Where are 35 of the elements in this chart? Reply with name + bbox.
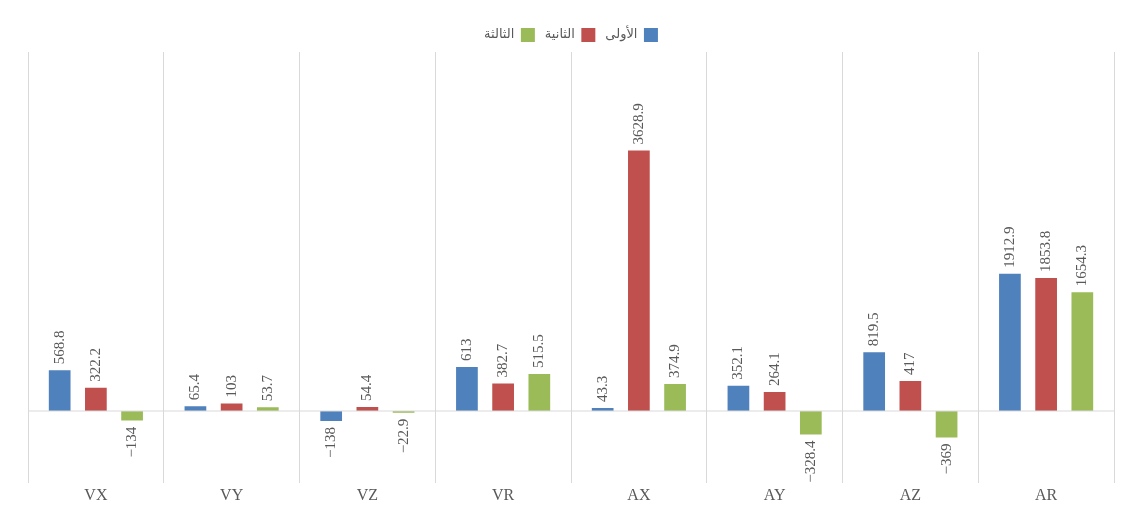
x-tick-label: VY — [220, 485, 244, 503]
x-tick-label: AZ — [899, 485, 922, 503]
data-label: 43.3 — [593, 375, 610, 402]
data-label: −328.4 — [801, 440, 818, 483]
x-tick-label: VZ — [356, 485, 379, 503]
data-label: 53.7 — [258, 374, 275, 402]
data-label: 819.5 — [865, 312, 882, 347]
legend-label: الأولى — [605, 25, 638, 43]
data-label: 103 — [222, 375, 239, 398]
data-label: 1912.9 — [1000, 226, 1017, 268]
data-label: −22.9 — [394, 418, 411, 454]
data-label: 322.2 — [86, 348, 103, 382]
data-label: 1654.3 — [1073, 244, 1090, 287]
data-label: 382.7 — [494, 343, 511, 378]
data-label: −134 — [123, 426, 140, 458]
data-label: 613 — [457, 338, 474, 361]
data-label: 568.8 — [50, 330, 67, 365]
x-tick-label: AY — [763, 485, 786, 503]
data-label: 417 — [901, 352, 918, 376]
data-label: −138 — [322, 426, 339, 458]
data-label: −369 — [937, 443, 954, 475]
x-tick-label: VX — [84, 485, 108, 503]
data-label: 515.5 — [530, 334, 547, 368]
data-label: 65.4 — [186, 373, 203, 401]
data-label: 352.1 — [729, 345, 746, 380]
x-tick-label: AR — [1035, 485, 1058, 503]
x-tick-label: VR — [492, 485, 515, 503]
data-label: 264.1 — [765, 352, 782, 387]
x-tick-label: AX — [627, 485, 651, 503]
data-label: 1853.8 — [1037, 230, 1054, 272]
data-label: 3628.9 — [629, 103, 646, 145]
data-label: 374.9 — [666, 344, 683, 379]
legend-label: الثالثة — [484, 26, 515, 42]
data-label: 54.4 — [358, 374, 375, 402]
legend-label: الثانية — [544, 26, 575, 42]
